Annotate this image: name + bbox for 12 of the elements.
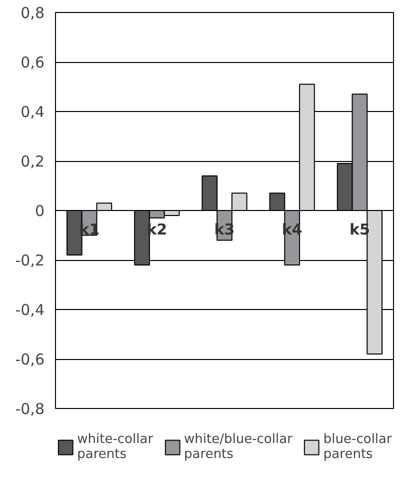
legend-label: blue-collar parents	[323, 432, 392, 462]
legend-label: white-collar parents	[77, 432, 154, 462]
y-tick-label: 0	[34, 202, 45, 220]
y-tick-label: -0,2	[15, 252, 45, 270]
y-tick-label: -0,6	[15, 350, 45, 368]
y-tick-label: 0,6	[20, 54, 45, 72]
y-tick-label: -0,4	[15, 301, 45, 319]
legend-label: white/blue-collar parents	[184, 432, 292, 462]
y-tick-label: 0,8	[20, 4, 45, 22]
y-tick-label: 0,4	[20, 103, 45, 121]
y-tick-label: 0,2	[20, 152, 45, 170]
y-tick-label: -0,8	[15, 400, 45, 418]
